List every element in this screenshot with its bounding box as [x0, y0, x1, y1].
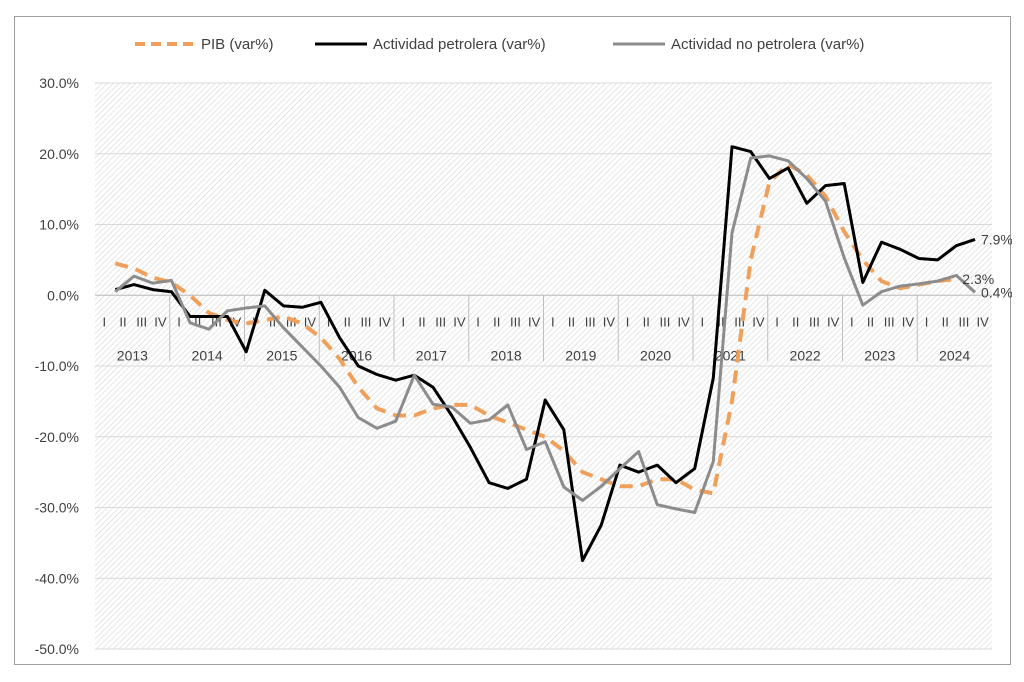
quarter-label: IV: [528, 314, 541, 329]
year-label: 2023: [864, 347, 895, 363]
quarter-label: I: [551, 314, 555, 329]
end-labels: 2.3% 7.9% 0.4%: [962, 231, 1012, 300]
legend-label: Actividad petrolera (var%): [373, 36, 546, 53]
quarter-label: II: [194, 314, 201, 329]
y-tick-label: 0.0%: [47, 287, 79, 303]
quarter-label: II: [493, 314, 500, 329]
quarter-label: III: [884, 314, 895, 329]
year-label: 2022: [790, 347, 821, 363]
y-tick-label: -10.0%: [35, 358, 79, 374]
quarter-label: III: [435, 314, 446, 329]
y-tick-label: 30.0%: [39, 75, 79, 91]
y-axis: 30.0% 20.0% 10.0% 0.0% -10.0% -20.0% -30.0% -40…: [35, 75, 79, 657]
year-label: 2018: [491, 347, 522, 363]
quarter-label: IV: [603, 314, 616, 329]
year-label: 2015: [266, 347, 297, 363]
quarter-label: II: [269, 314, 276, 329]
quarter-label: II: [717, 314, 724, 329]
quarter-label: IV: [977, 314, 990, 329]
quarter-label: IV: [154, 314, 167, 329]
quarter-label: I: [402, 314, 406, 329]
quarter-label: III: [361, 314, 372, 329]
quarter-label: I: [177, 314, 181, 329]
quarter-label: I: [701, 314, 705, 329]
quarter-label: III: [510, 314, 521, 329]
quarter-label: II: [418, 314, 425, 329]
quarter-label: I: [327, 314, 331, 329]
quarter-label: III: [809, 314, 820, 329]
year-label: 2017: [416, 347, 447, 363]
quarter-label: II: [867, 314, 874, 329]
quarter-label: II: [792, 314, 799, 329]
quarter-label: I: [103, 314, 107, 329]
quarter-label: IV: [902, 314, 915, 329]
year-label: 2019: [565, 347, 596, 363]
quarter-label: IV: [752, 314, 765, 329]
quarter-label: III: [585, 314, 596, 329]
end-value-label: 7.9%: [981, 231, 1012, 247]
y-tick-label: -50.0%: [35, 641, 79, 657]
quarter-label: I: [476, 314, 480, 329]
legend-label: Actividad no petrolera (var%): [671, 36, 864, 53]
quarter-label: II: [344, 314, 351, 329]
quarter-label: IV: [678, 314, 691, 329]
quarter-label: IV: [453, 314, 466, 329]
year-label: 2021: [715, 347, 746, 363]
line-chart: 30.0% 20.0% 10.0% 0.0% -10.0% -20.0% -30.0% -40…: [35, 36, 1012, 657]
y-tick-label: 10.0%: [39, 217, 79, 233]
series-group: [114, 145, 977, 563]
quarter-label: III: [286, 314, 297, 329]
y-tick-label: -20.0%: [35, 429, 79, 445]
quarter-label: IV: [304, 314, 317, 329]
year-label: 2024: [939, 347, 970, 363]
y-tick-label: 20.0%: [39, 146, 79, 162]
legend-label: PIB (var%): [201, 36, 274, 53]
quarter-label: II: [942, 314, 949, 329]
quarter-label: I: [850, 314, 854, 329]
year-label: 2013: [117, 347, 148, 363]
quarter-label: III: [136, 314, 147, 329]
end-value-label: 2.3%: [962, 271, 994, 287]
legend: PIB (var%) Actividad petrolera (var%) Acti…: [135, 36, 864, 53]
y-tick-label: -40.0%: [35, 570, 79, 586]
end-value-label: 0.4%: [981, 284, 1012, 300]
year-label: 2014: [192, 347, 223, 363]
series-line: [114, 154, 977, 514]
quarter-label: I: [775, 314, 779, 329]
year-label: 2020: [640, 347, 671, 363]
quarter-label: II: [643, 314, 650, 329]
chart-frame: 30.0% 20.0% 10.0% 0.0% -10.0% -20.0% -30.0% -40…: [14, 16, 1012, 665]
quarter-label: IV: [827, 314, 840, 329]
quarter-label: III: [734, 314, 745, 329]
quarter-label: II: [119, 314, 126, 329]
quarter-label: II: [568, 314, 575, 329]
quarter-label: I: [626, 314, 630, 329]
series-line: [114, 145, 976, 563]
quarter-label: I: [925, 314, 929, 329]
quarter-label: III: [660, 314, 671, 329]
quarter-label: IV: [379, 314, 392, 329]
y-tick-label: -30.0%: [35, 500, 79, 516]
quarter-label: III: [959, 314, 970, 329]
